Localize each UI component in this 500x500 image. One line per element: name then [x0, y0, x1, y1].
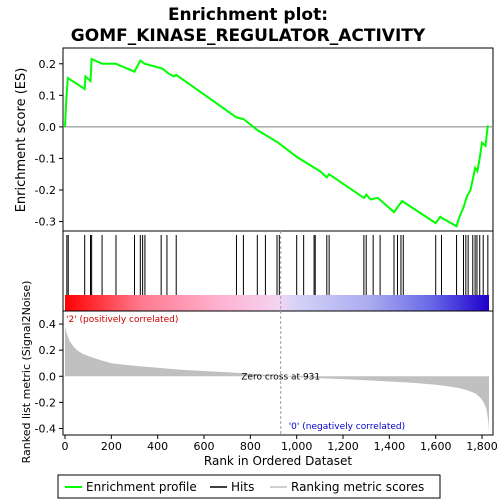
- x-axis-label: Rank in Ordered Dataset: [204, 454, 352, 468]
- metric-y-axis-label: Ranked list metric (Signal2Noise): [20, 281, 33, 464]
- x-tick-label: 1,600: [420, 440, 452, 453]
- positive-correlation-label: '2' (positively correlated): [66, 315, 178, 325]
- legend: Enrichment profile Hits Ranking metric s…: [57, 474, 441, 499]
- metric-y-ticks: 0.4 0.2 0.0 -0.2 -0.4: [35, 318, 63, 435]
- x-tick-label: 1,800: [466, 440, 498, 453]
- es-tick-label: 0.0: [39, 121, 57, 134]
- x-tick-label: 1,400: [374, 440, 406, 453]
- x-tick-label: 600: [194, 440, 215, 453]
- x-tick-label: 1,000: [281, 440, 313, 453]
- chart-title-line2: GOMF_KINASE_REGULATOR_ACTIVITY: [71, 26, 426, 46]
- legend-label-enrichment: Enrichment profile: [86, 480, 197, 494]
- hit-markers: [66, 235, 489, 295]
- metric-tick-label: 0.2: [39, 344, 57, 357]
- es-tick-label: -0.3: [35, 216, 56, 229]
- x-axis-ticks: 0 200 400 600 800 1,000 1,200 1,400 1,600 1,800: [62, 435, 498, 453]
- x-tick-label: 200: [101, 440, 122, 453]
- ranking-metric-area: [65, 326, 489, 432]
- enrichment-profile-line: [64, 57, 489, 228]
- metric-tick-label: -0.2: [35, 396, 56, 409]
- es-tick-label: -0.2: [35, 184, 56, 197]
- legend-label-hits: Hits: [231, 480, 254, 494]
- es-tick-label: 0.2: [39, 58, 57, 71]
- metric-tick-label: 0.0: [39, 370, 57, 383]
- x-tick-label: 1,200: [327, 440, 359, 453]
- legend-label-metric: Ranking metric scores: [291, 480, 424, 494]
- metric-tick-label: 0.4: [39, 318, 57, 331]
- es-tick-label: -0.1: [35, 152, 56, 165]
- es-tick-label: 0.1: [39, 89, 57, 102]
- rank-color-bar: [65, 295, 489, 311]
- metric-panel: 0.4 0.2 0.0 -0.2 -0.4 '2' (positively correl…: [35, 231, 494, 436]
- x-tick-label: 400: [147, 440, 168, 453]
- es-panel: 0.2 0.1 0.0 -0.1 -0.2 -0.3: [35, 47, 494, 232]
- negative-correlation-label: '0' (negatively correlated): [289, 422, 405, 432]
- chart-title-line1: Enrichment plot:: [168, 5, 328, 25]
- es-y-ticks: 0.2 0.1 0.0 -0.1 -0.2 -0.3: [35, 58, 63, 229]
- x-tick-label: 800: [240, 440, 261, 453]
- zero-cross-label: Zero cross at 931: [241, 372, 320, 382]
- metric-tick-label: -0.4: [35, 422, 56, 435]
- hits-panel: [62, 230, 494, 312]
- legend-box: [57, 474, 441, 499]
- es-plot-frame: [62, 47, 494, 232]
- es-y-axis-label: Enrichment score (ES): [14, 68, 29, 213]
- x-tick-label: 0: [62, 440, 69, 453]
